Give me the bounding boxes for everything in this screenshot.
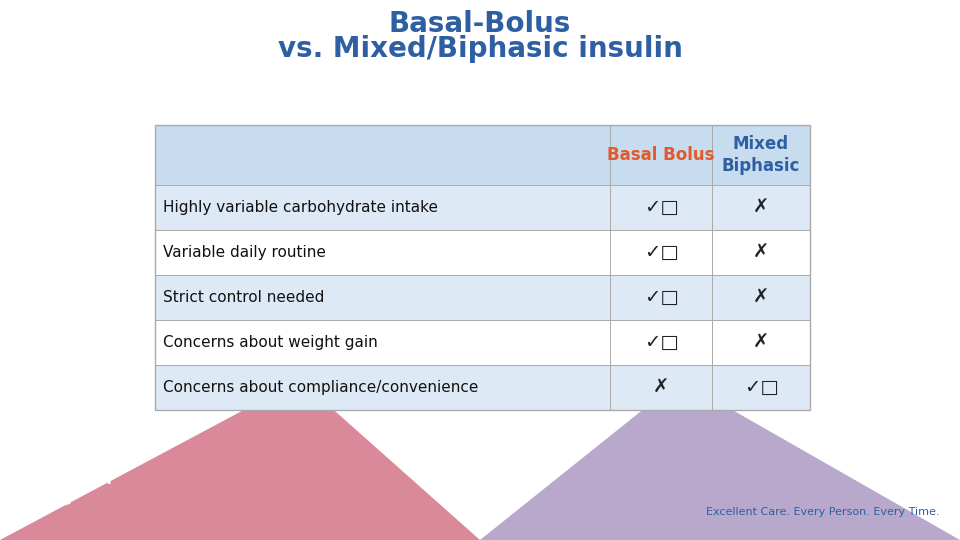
Text: Highly variable carbohydrate intake: Highly variable carbohydrate intake xyxy=(163,200,438,215)
Text: ✗: ✗ xyxy=(753,198,769,217)
FancyBboxPatch shape xyxy=(155,320,810,365)
Text: Concerns about weight gain: Concerns about weight gain xyxy=(163,335,377,350)
Text: ✗: ✗ xyxy=(753,288,769,307)
Text: HEALTH: HEALTH xyxy=(53,473,113,487)
Text: ✓□: ✓□ xyxy=(744,378,779,397)
Text: ✗: ✗ xyxy=(653,378,669,397)
Text: BENDIGO: BENDIGO xyxy=(58,460,108,470)
Text: Basal Bolus: Basal Bolus xyxy=(608,146,715,164)
FancyBboxPatch shape xyxy=(155,365,810,410)
Text: Mixed
Biphasic: Mixed Biphasic xyxy=(722,135,801,175)
Text: Strict control needed: Strict control needed xyxy=(163,290,324,305)
FancyBboxPatch shape xyxy=(155,275,810,320)
Polygon shape xyxy=(480,380,960,540)
Text: Basal-Bolus: Basal-Bolus xyxy=(389,10,571,38)
Text: ✗: ✗ xyxy=(753,243,769,262)
FancyBboxPatch shape xyxy=(155,125,810,185)
Text: Concerns about compliance/convenience: Concerns about compliance/convenience xyxy=(163,380,478,395)
FancyBboxPatch shape xyxy=(155,230,810,275)
FancyBboxPatch shape xyxy=(155,185,810,230)
Polygon shape xyxy=(0,380,480,540)
Text: vs. Mixed/Biphasic insulin: vs. Mixed/Biphasic insulin xyxy=(277,35,683,63)
Text: Excellent Care. Every Person. Every Time.: Excellent Care. Every Person. Every Time… xyxy=(707,507,940,517)
Text: Variable daily routine: Variable daily routine xyxy=(163,245,325,260)
Text: ✗: ✗ xyxy=(753,333,769,352)
Text: ✓□: ✓□ xyxy=(643,288,679,307)
Text: ✓□: ✓□ xyxy=(643,243,679,262)
Text: ✓□: ✓□ xyxy=(643,333,679,352)
Text: ✓□: ✓□ xyxy=(643,198,679,217)
